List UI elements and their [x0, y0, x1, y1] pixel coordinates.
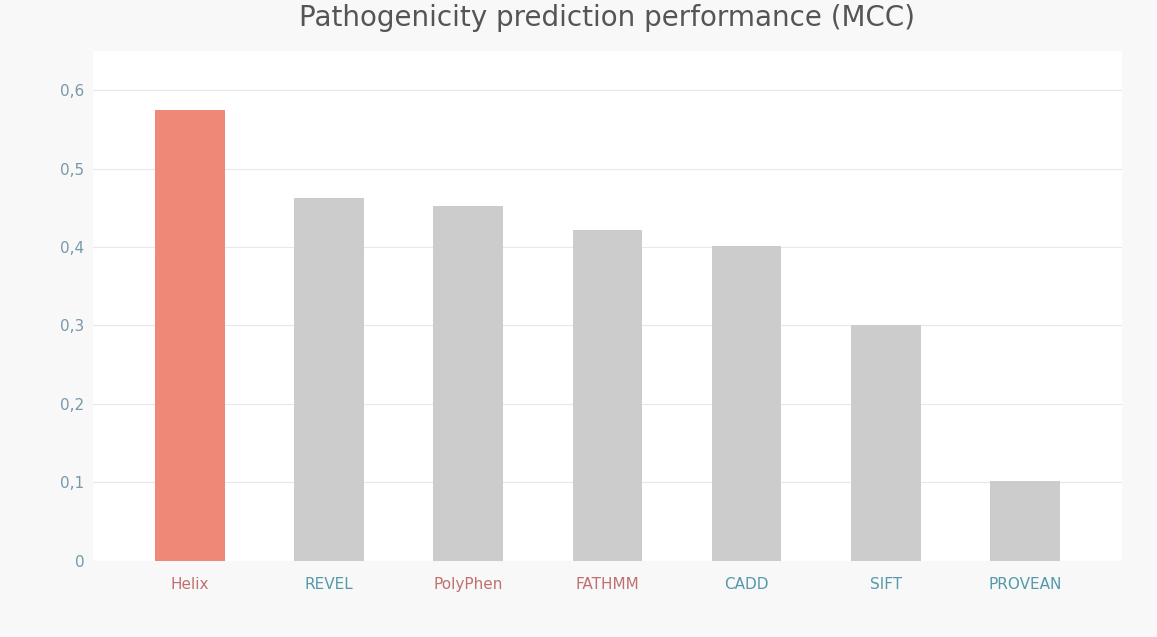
- Bar: [294, 198, 364, 561]
- Bar: [850, 325, 921, 561]
- Bar: [434, 206, 503, 561]
- Bar: [712, 246, 781, 561]
- Title: Pathogenicity prediction performance (MCC): Pathogenicity prediction performance (MC…: [300, 4, 915, 32]
- Bar: [990, 482, 1060, 561]
- Bar: [155, 110, 224, 561]
- Bar: [573, 230, 642, 561]
